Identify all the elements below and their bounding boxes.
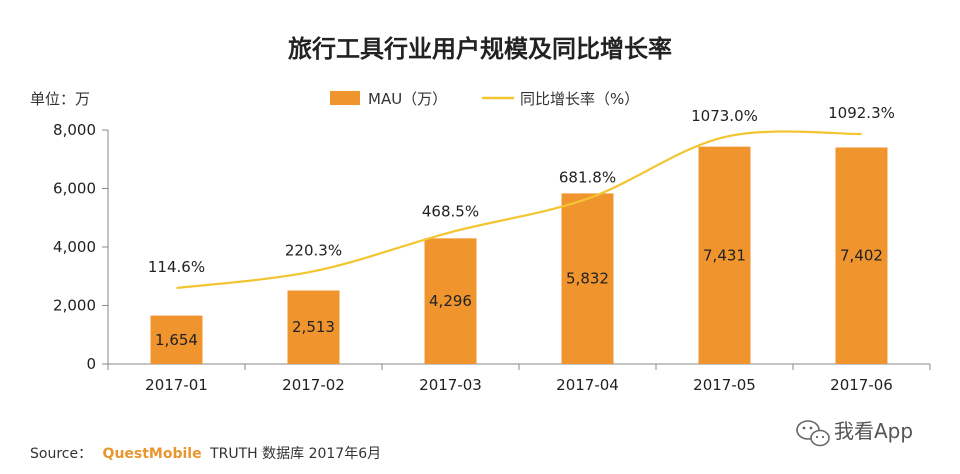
bar-value-label: 7,402: [840, 247, 883, 265]
legend: MAU（万） 同比增长率（%）: [330, 90, 639, 108]
x-axis: 2017-01 2017-02 2017-03 2017-04 2017-05 2017-…: [107, 363, 931, 394]
bar-value-label: 1,654: [155, 331, 198, 349]
bar-value-labels: 1,654 2,513 4,296 5,832 7,431 7,402: [155, 246, 883, 348]
bar-value-label: 5,832: [566, 270, 609, 288]
rate-value-label: 114.6%: [148, 258, 205, 276]
x-tick-label: 2017-04: [556, 376, 619, 394]
watermark-text: 我看App: [834, 419, 913, 443]
x-tick-label: 2017-03: [419, 376, 482, 394]
rate-value-label: 681.8%: [559, 169, 616, 187]
x-tick-label: 2017-05: [693, 376, 756, 394]
source-prefix: Source：: [30, 446, 92, 462]
bar-series: [150, 146, 888, 364]
x-tick-label: 2017-01: [145, 376, 208, 394]
svg-text:Source： QuestMobile: Source： QuestMobile TRUTH 数据库 2017年6月: [30, 446, 381, 462]
legend-bar-swatch: [330, 91, 360, 105]
y-axis: 0 2,000 4,000 6,000 8,000: [53, 121, 109, 373]
rate-value-label: 468.5%: [422, 202, 479, 220]
rate-line: [176, 130, 862, 290]
y-tick-label: 6,000: [53, 180, 96, 198]
rate-value-label: 1092.3%: [828, 104, 895, 122]
x-tick-label: 2017-02: [282, 376, 345, 394]
y-tick-label: 2,000: [53, 297, 96, 315]
source-rest: TRUTH 数据库 2017年6月: [209, 446, 381, 462]
x-tick-label: 2017-06: [830, 376, 893, 394]
bar: [287, 290, 340, 364]
rate-value-label: 220.3%: [285, 241, 342, 259]
rate-line-series: [176, 130, 862, 290]
source-footer: Source： QuestMobile TRUTH 数据库 2017年6月: [30, 446, 381, 462]
source-brand: QuestMobile: [103, 446, 202, 462]
bar-value-label: 2,513: [292, 318, 335, 336]
legend-line-label: 同比增长率（%）: [520, 90, 639, 108]
y-tick-label: 0: [86, 355, 96, 373]
rate-value-label: 1073.0%: [691, 107, 758, 125]
watermark: 我看App: [796, 419, 913, 447]
bar-value-label: 4,296: [429, 292, 472, 310]
y-tick-label: 4,000: [53, 238, 96, 256]
bar: [424, 238, 477, 364]
rate-value-labels: 114.6% 220.3% 468.5% 681.8% 1073.0% 1092.3%: [148, 104, 895, 276]
y-tick-label: 8,000: [53, 121, 96, 139]
bar: [698, 146, 751, 364]
bar: [561, 193, 614, 364]
chart-title: 旅行工具行业用户规模及同比增长率: [288, 35, 672, 63]
wechat-icon: [796, 420, 830, 447]
bar: [150, 315, 203, 364]
legend-bar-label: MAU（万）: [368, 90, 447, 108]
bar-value-label: 7,431: [703, 246, 746, 264]
bar: [835, 147, 888, 364]
unit-label: 单位：万: [30, 90, 90, 108]
